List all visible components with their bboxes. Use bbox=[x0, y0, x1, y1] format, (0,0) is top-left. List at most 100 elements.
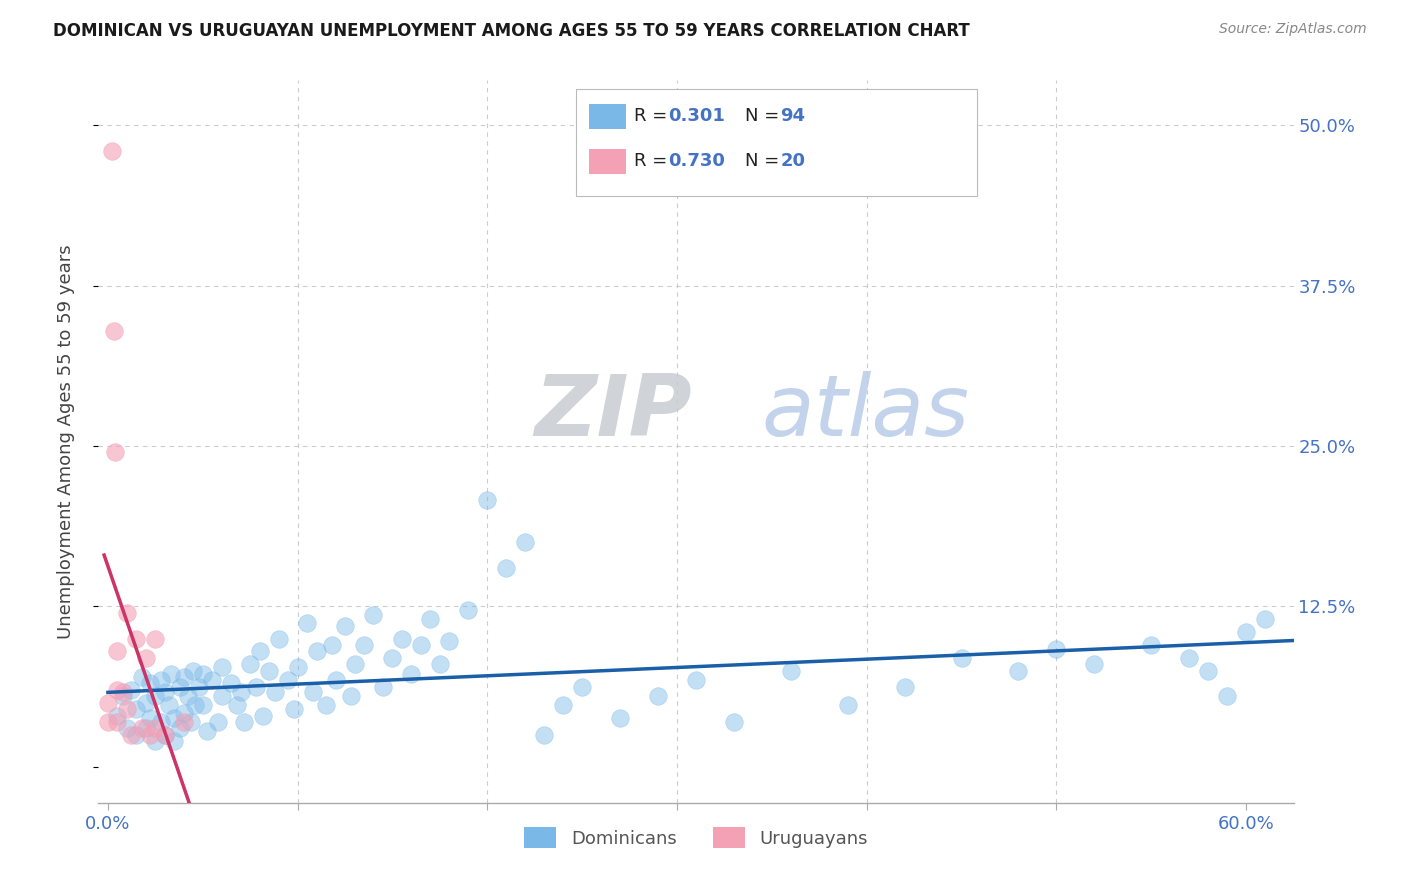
Point bbox=[325, 673, 347, 687]
Point bbox=[159, 667, 181, 681]
Point bbox=[301, 685, 323, 699]
Point bbox=[211, 659, 233, 673]
Point bbox=[105, 708, 128, 723]
Point bbox=[515, 535, 537, 549]
Point bbox=[173, 706, 195, 720]
Point bbox=[553, 698, 575, 713]
Text: 94: 94 bbox=[780, 107, 806, 125]
Point bbox=[176, 690, 198, 704]
Point bbox=[257, 664, 280, 678]
Point bbox=[125, 632, 148, 646]
Point bbox=[138, 711, 160, 725]
Point bbox=[401, 667, 423, 681]
Point bbox=[339, 690, 361, 704]
Point bbox=[191, 698, 214, 713]
Point bbox=[195, 723, 218, 738]
Text: 0.301: 0.301 bbox=[668, 107, 724, 125]
Point bbox=[153, 728, 176, 742]
Text: ZIP: ZIP bbox=[534, 371, 692, 454]
Point bbox=[150, 714, 173, 729]
Point bbox=[647, 690, 669, 704]
Point bbox=[263, 685, 285, 699]
Point bbox=[249, 644, 271, 658]
Point bbox=[173, 714, 195, 729]
Point bbox=[201, 673, 224, 687]
Point bbox=[837, 698, 859, 713]
Point bbox=[211, 690, 233, 704]
Point bbox=[477, 492, 499, 507]
Point bbox=[305, 644, 328, 658]
Point bbox=[321, 638, 343, 652]
Point bbox=[188, 681, 211, 695]
Point bbox=[100, 144, 122, 158]
Point bbox=[169, 722, 191, 736]
Point bbox=[419, 612, 441, 626]
Point bbox=[1007, 664, 1029, 678]
Text: N =: N = bbox=[745, 152, 785, 169]
Point bbox=[115, 722, 138, 736]
Point bbox=[125, 728, 148, 742]
Point bbox=[97, 696, 120, 710]
Point bbox=[153, 728, 176, 742]
Point bbox=[233, 714, 256, 729]
Point bbox=[229, 685, 252, 699]
Point bbox=[1083, 657, 1105, 672]
Point bbox=[245, 681, 267, 695]
Point bbox=[207, 714, 229, 729]
Point bbox=[157, 698, 180, 713]
Point bbox=[143, 690, 166, 704]
Point bbox=[1045, 641, 1067, 656]
Point bbox=[103, 324, 125, 338]
Point bbox=[283, 702, 305, 716]
Point bbox=[267, 632, 290, 646]
Point bbox=[457, 603, 479, 617]
Point bbox=[191, 667, 214, 681]
Point bbox=[723, 714, 745, 729]
Point bbox=[429, 657, 451, 672]
Point bbox=[950, 650, 973, 665]
Point bbox=[1197, 664, 1219, 678]
Point bbox=[135, 650, 157, 665]
Text: DOMINICAN VS URUGUAYAN UNEMPLOYMENT AMONG AGES 55 TO 59 YEARS CORRELATION CHART: DOMINICAN VS URUGUAYAN UNEMPLOYMENT AMON… bbox=[53, 22, 970, 40]
Point bbox=[371, 681, 394, 695]
Point bbox=[143, 632, 166, 646]
Point bbox=[153, 685, 176, 699]
Point bbox=[112, 690, 135, 704]
Point bbox=[225, 698, 247, 713]
Text: 0.730: 0.730 bbox=[668, 152, 724, 169]
Point bbox=[97, 714, 120, 729]
Text: R =: R = bbox=[634, 152, 673, 169]
Point bbox=[135, 722, 157, 736]
Text: Source: ZipAtlas.com: Source: ZipAtlas.com bbox=[1219, 22, 1367, 37]
Point bbox=[184, 698, 207, 713]
Point bbox=[1254, 612, 1277, 626]
Point bbox=[163, 711, 186, 725]
Point bbox=[115, 702, 138, 716]
Point bbox=[112, 685, 135, 699]
Legend: Dominicans, Uruguayans: Dominicans, Uruguayans bbox=[516, 820, 876, 855]
Point bbox=[1216, 690, 1239, 704]
Point bbox=[219, 676, 242, 690]
Point bbox=[353, 638, 375, 652]
Point bbox=[105, 644, 128, 658]
Point bbox=[343, 657, 366, 672]
Point bbox=[105, 682, 128, 697]
Point bbox=[181, 664, 204, 678]
Point bbox=[115, 606, 138, 620]
Point bbox=[439, 634, 461, 648]
Point bbox=[131, 670, 153, 684]
Text: 20: 20 bbox=[780, 152, 806, 169]
Text: atlas: atlas bbox=[762, 371, 970, 454]
Point bbox=[391, 632, 413, 646]
Text: R =: R = bbox=[634, 107, 673, 125]
Point bbox=[779, 664, 801, 678]
Point bbox=[1234, 625, 1257, 640]
Point bbox=[105, 714, 128, 729]
Point bbox=[125, 702, 148, 716]
Point bbox=[131, 722, 153, 736]
Point bbox=[169, 681, 191, 695]
Text: N =: N = bbox=[745, 107, 785, 125]
Point bbox=[104, 445, 127, 459]
Point bbox=[1140, 638, 1163, 652]
Point bbox=[1178, 650, 1201, 665]
